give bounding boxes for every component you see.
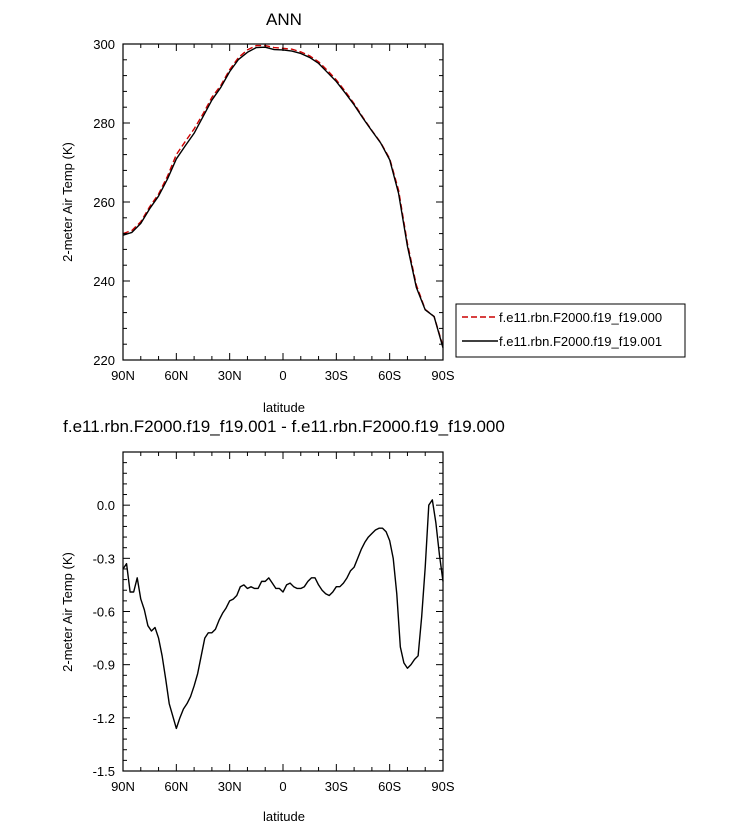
legend-label-series-000: f.e11.rbn.F2000.f19_f19.000 <box>499 310 662 325</box>
top-plot-frame <box>122 43 444 361</box>
bottom-x-tick-label: 60S <box>378 779 401 794</box>
bottom-x-tick-label: 60N <box>164 779 188 794</box>
top-x-tick-label: 60S <box>378 368 401 383</box>
top-x-tick-label: 0 <box>279 368 286 383</box>
legend-box <box>455 303 686 358</box>
bottom-y-tick-label: -1.5 <box>93 764 115 779</box>
bottom-x-tick-label: 90S <box>431 779 454 794</box>
bottom-chart: f.e11.rbn.F2000.f19_f19.001 - f.e11.rbn.… <box>60 417 505 824</box>
bottom-x-tick-label: 30N <box>218 779 242 794</box>
bottom-y-tick-label: -1.2 <box>93 711 115 726</box>
top-x-tick-label: 30S <box>325 368 348 383</box>
top-plot-area: 90N 60N 30N 0 30S 60S 90S 220 240 260 280 300 <box>93 37 455 383</box>
top-chart-title: ANN <box>266 10 302 29</box>
bottom-x-tick-label: 0 <box>279 779 286 794</box>
top-series-line-0 <box>122 44 444 347</box>
legend-label-series-001: f.e11.rbn.F2000.f19_f19.001 <box>499 334 662 349</box>
bottom-y-tick-label: -0.6 <box>93 605 115 620</box>
bottom-x-axis-label: latitude <box>263 809 305 824</box>
top-x-tick-label: 30N <box>218 368 242 383</box>
top-y-tick-label: 220 <box>93 353 115 368</box>
bottom-plot-frame <box>122 451 444 772</box>
top-series-line-1 <box>122 46 444 348</box>
bottom-y-tick-label: -0.9 <box>93 658 115 673</box>
top-y-tick-label: 280 <box>93 116 115 131</box>
legend: f.e11.rbn.F2000.f19_f19.000 f.e11.rbn.F2… <box>455 303 686 358</box>
top-x-tick-label: 90S <box>431 368 454 383</box>
top-chart: ANN 90N 60N 30N 0 30S 60S 90S 220 240 260 280 300 l… <box>60 10 686 415</box>
bottom-plot-area: 90N 60N 30N 0 30S 60S 90S -1.5 -1.2 -0.9 -0.6 -0.3 0… <box>93 451 455 794</box>
top-y-axis-label: 2-meter Air Temp (K) <box>60 142 75 262</box>
bottom-x-tick-label: 30S <box>325 779 348 794</box>
bottom-y-tick-label: -0.3 <box>93 551 115 566</box>
bottom-chart-title: f.e11.rbn.F2000.f19_f19.001 - f.e11.rbn.… <box>63 417 505 436</box>
top-y-tick-label: 240 <box>93 274 115 289</box>
top-x-axis-label: latitude <box>263 400 305 415</box>
top-x-tick-label: 90N <box>111 368 135 383</box>
top-x-tick-label: 60N <box>164 368 188 383</box>
top-y-tick-label: 300 <box>93 37 115 52</box>
bottom-y-tick-label: 0.0 <box>97 498 115 513</box>
bottom-y-axis-label: 2-meter Air Temp (K) <box>60 552 75 672</box>
bottom-series-line-0 <box>122 499 444 730</box>
bottom-x-tick-label: 90N <box>111 779 135 794</box>
top-y-tick-label: 260 <box>93 195 115 210</box>
